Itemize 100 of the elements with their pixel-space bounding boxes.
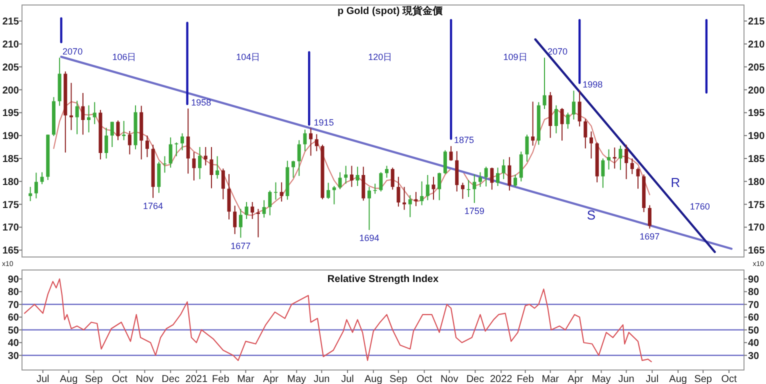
annotation: 1915 bbox=[314, 117, 334, 128]
annotation: 1677 bbox=[230, 240, 251, 251]
x-tick-label: Apr bbox=[568, 374, 584, 384]
y-tick-label: 40 bbox=[8, 338, 20, 350]
candlestick bbox=[40, 172, 44, 185]
x-tick-label: 2022 bbox=[490, 374, 513, 384]
candlestick bbox=[122, 120, 126, 141]
candlestick bbox=[34, 172, 38, 199]
annotation: 1697 bbox=[640, 232, 660, 242]
candlestick bbox=[466, 180, 470, 198]
y2-tick-label: 60 bbox=[748, 312, 760, 324]
candlestick bbox=[514, 174, 518, 188]
candlestick bbox=[104, 127, 108, 159]
candlestick bbox=[420, 180, 424, 206]
candlestick bbox=[390, 167, 394, 190]
candlestick bbox=[531, 101, 535, 146]
annotation: 106日 bbox=[112, 52, 136, 62]
y-tick-label: 195 bbox=[2, 108, 20, 120]
candlestick bbox=[432, 176, 436, 200]
y-tick-label: 30 bbox=[8, 350, 20, 362]
candlestick bbox=[630, 158, 634, 175]
x-tick-label: Aug bbox=[364, 374, 382, 384]
candlestick bbox=[256, 208, 260, 238]
candlestick bbox=[145, 135, 149, 158]
candlestick bbox=[472, 174, 476, 204]
x-tick-label: Oct bbox=[112, 374, 128, 384]
x-tick-label: Sep bbox=[84, 374, 104, 384]
candlestick bbox=[618, 145, 622, 170]
x-tick-label: Mar bbox=[542, 374, 560, 384]
candlestick bbox=[174, 142, 178, 157]
candlestick bbox=[624, 144, 628, 180]
y2-tick-label: 40 bbox=[748, 338, 760, 350]
annotation: 1764 bbox=[143, 200, 164, 211]
candlestick bbox=[443, 150, 447, 175]
candlestick bbox=[116, 120, 120, 141]
candlestick bbox=[350, 165, 354, 188]
candlestick bbox=[612, 146, 616, 170]
candlestick bbox=[396, 176, 400, 208]
y-tick-label: 205 bbox=[2, 62, 20, 74]
annotation: 104日 bbox=[236, 52, 260, 62]
candlestick bbox=[344, 165, 348, 184]
y-tick-label: 185 bbox=[2, 154, 20, 165]
candlestick bbox=[292, 160, 296, 178]
y2-tick-label: 175 bbox=[748, 200, 766, 211]
x-tick-label: Jul bbox=[646, 374, 659, 384]
candlestick bbox=[438, 172, 442, 201]
y2-tick-label: 195 bbox=[748, 108, 766, 120]
x-tick-label: Sep bbox=[694, 374, 712, 384]
x-tick-label: Aug bbox=[60, 374, 78, 384]
candlestick bbox=[408, 194, 412, 218]
y2-tick-label: 210 bbox=[748, 39, 766, 50]
x-tick-label: Jul bbox=[36, 374, 50, 384]
y2-tick-label: 30 bbox=[748, 350, 760, 362]
y-tick-label: 50 bbox=[8, 325, 20, 336]
candlestick bbox=[186, 108, 190, 174]
chart-title: Relative Strength Index bbox=[327, 274, 440, 285]
candlestick bbox=[426, 174, 430, 201]
candlestick bbox=[81, 92, 85, 136]
y2-tick-label: 200 bbox=[748, 85, 766, 96]
candlestick bbox=[250, 202, 254, 220]
annotation: 2070 bbox=[548, 46, 568, 57]
candlestick bbox=[525, 134, 529, 162]
x-tick-label: Nov bbox=[136, 374, 154, 384]
y2-tick-label: 170 bbox=[748, 222, 766, 234]
candlestick bbox=[566, 112, 570, 130]
candlestick bbox=[560, 108, 564, 142]
candlestick bbox=[373, 183, 377, 194]
candlestick bbox=[484, 166, 488, 187]
candlestick bbox=[28, 186, 32, 202]
y-tick-label: 60 bbox=[8, 312, 20, 324]
candlestick bbox=[508, 156, 512, 192]
y2-tick-label: 50 bbox=[748, 325, 760, 336]
annotation: 1694 bbox=[359, 232, 380, 243]
candlestick bbox=[297, 140, 301, 176]
candlestick bbox=[601, 158, 605, 188]
candlestick bbox=[356, 166, 360, 186]
candlestick bbox=[379, 172, 383, 192]
y2-tick-label: 90 bbox=[748, 274, 760, 286]
x-tick-label: Feb bbox=[212, 374, 230, 384]
candlestick bbox=[326, 182, 330, 200]
x-tick-label: Aug bbox=[669, 374, 687, 384]
candlestick bbox=[221, 168, 225, 200]
y-tick-label: 80 bbox=[8, 287, 20, 298]
candlestick bbox=[449, 146, 453, 162]
candlestick bbox=[262, 200, 266, 218]
x-tick-label: Oct bbox=[416, 374, 432, 384]
candlestick bbox=[636, 167, 640, 190]
candlestick bbox=[572, 90, 576, 120]
annotation: 1958 bbox=[191, 98, 212, 108]
candlestick bbox=[314, 134, 318, 152]
candlestick bbox=[460, 182, 464, 200]
candlestick bbox=[303, 129, 307, 152]
annotation: 120日 bbox=[368, 52, 392, 62]
candlestick bbox=[280, 182, 284, 202]
candlestick bbox=[180, 132, 184, 151]
candlestick bbox=[309, 128, 313, 156]
x-tick-label: Feb bbox=[516, 374, 534, 384]
candlestick bbox=[478, 172, 482, 188]
candlestick bbox=[268, 190, 272, 216]
x-tick-label: Oct bbox=[721, 374, 737, 384]
